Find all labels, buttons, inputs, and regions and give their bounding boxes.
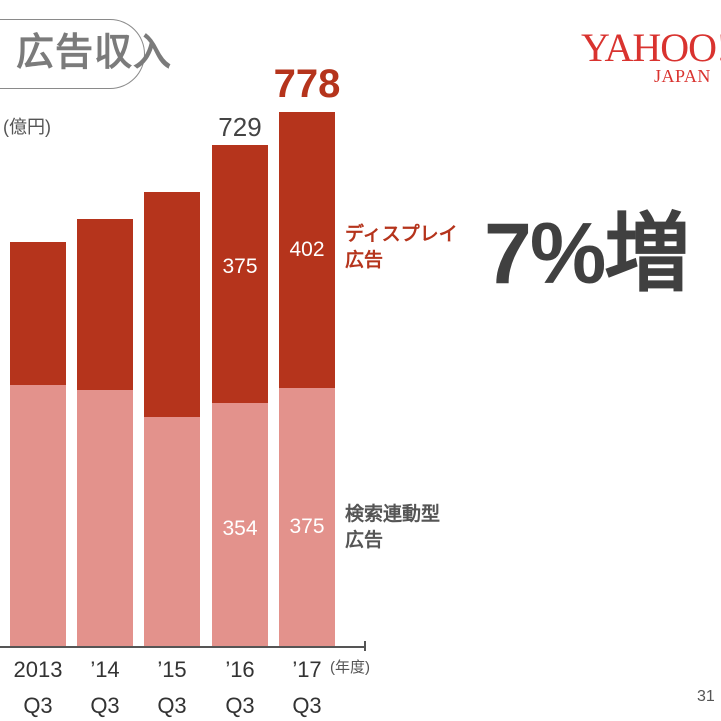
bar-2017-q3: 402 375 <box>279 112 335 647</box>
x-tick-year: ’17 <box>292 657 322 682</box>
display-value-label: 402 <box>289 238 325 261</box>
x-tick-year: ’14 <box>90 657 120 682</box>
bar-2015-q3 <box>144 192 200 647</box>
bar-segment-search <box>77 390 133 647</box>
yahoo-japan-logo: YAHOO! JAPAN <box>581 28 721 88</box>
bar-segment-display <box>77 219 133 390</box>
search-value-label: 375 <box>289 515 325 538</box>
x-tick-year: ’16 <box>225 657 255 682</box>
legend-search-ads: 検索連動型 広告 <box>345 502 440 554</box>
bar-segment-search: 354 <box>212 403 268 647</box>
legend-display-line2: 広告 <box>345 250 384 271</box>
bar-segment-search <box>10 385 66 647</box>
x-tick-quarter: Q3 <box>90 693 120 718</box>
legend-display-line1: ディスプレイ <box>345 224 458 245</box>
logo-main-text: YAHOO! <box>581 25 721 70</box>
bar-2016-q3: 375 354 <box>212 145 268 647</box>
x-tick-year: ’15 <box>157 657 187 682</box>
search-value-label: 354 <box>222 517 258 540</box>
bar-segment-search: 375 <box>279 388 335 647</box>
y-unit-label: (億円) <box>3 117 51 137</box>
x-tick-label: ’15 Q3 <box>137 656 207 720</box>
x-tick-label: ’14 Q3 <box>70 656 140 720</box>
x-tick-quarter: Q3 <box>157 693 187 718</box>
x-tick-year: 2013 <box>13 657 63 682</box>
legend-display-ads: ディスプレイ 広告 <box>345 222 458 274</box>
legend-search-line1: 検索連動型 <box>345 504 441 525</box>
total-label-2017: 778 <box>273 62 341 106</box>
display-value-label: 375 <box>222 255 258 278</box>
x-axis-line <box>0 646 366 648</box>
x-tick-quarter: Q3 <box>23 693 53 718</box>
bar-segment-display: 402 <box>279 112 335 388</box>
growth-callout: 7%増 <box>484 206 690 302</box>
bar-segment-display <box>10 242 66 385</box>
bar-2013-q3 <box>10 242 66 647</box>
bar-segment-search <box>144 417 200 647</box>
x-tick-quarter: Q3 <box>292 693 322 718</box>
bar-segment-display: 375 <box>212 145 268 403</box>
x-axis-end-tick <box>364 641 366 651</box>
bar-2014-q3 <box>77 219 133 647</box>
x-tick-label: ’17 Q3 <box>272 656 342 720</box>
bar-segment-display <box>144 192 200 417</box>
x-axis-unit-label: (年度) <box>330 659 370 676</box>
total-label-2016: 729 <box>218 112 262 142</box>
page-number: 31 <box>697 688 715 705</box>
legend-search-line2: 広告 <box>345 530 384 551</box>
x-tick-label: ’16 Q3 <box>205 656 275 720</box>
x-tick-quarter: Q3 <box>225 693 255 718</box>
x-tick-label: 2013 Q3 <box>3 656 73 720</box>
page-title: 広告収入 <box>16 32 173 74</box>
logo-sub-text: JAPAN <box>654 66 711 86</box>
title-pill <box>0 19 145 89</box>
